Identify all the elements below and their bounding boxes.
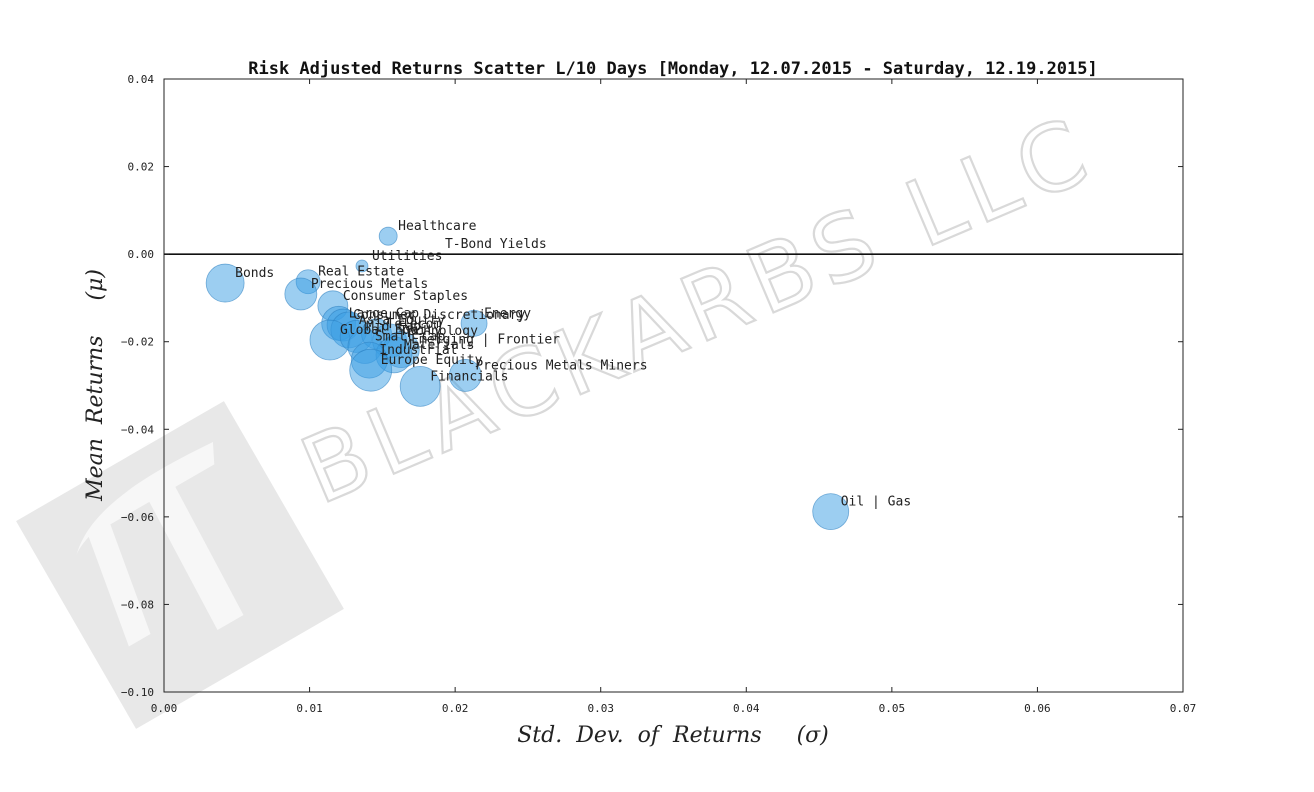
x-tick-label: 0.05 [879,702,906,715]
x-axis-label: Std. Dev. of Returns (σ) [517,723,829,748]
y-tick-label: −0.02 [121,336,154,349]
point-label: Mid Cap [366,319,421,334]
point-label: Healthcare [398,219,476,234]
point-label: Asia Equity [359,313,445,328]
point-label: Financials [430,369,508,384]
x-tick-label: 0.01 [296,702,323,715]
scatter-point [355,259,369,273]
chart-title: Risk Adjusted Returns Scatter L/10 Days … [248,59,1098,79]
scatter-point [448,359,482,392]
x-tick-label: 0.04 [733,702,760,715]
x-tick-label: 0.02 [442,702,469,715]
point-label: Precious Metals [311,277,428,292]
point-label: Large Cap [349,306,420,321]
y-axis-label: Mean Returns (μ) [83,269,108,502]
scatter-points [205,226,850,531]
scatter-point [399,365,441,407]
point-label: Global Equity [340,323,442,338]
point-label: Europe Equity [381,353,483,368]
scatter-point [378,226,398,246]
plot-area [163,78,1184,693]
point-label: Materials [404,338,474,353]
point-label: Small Cap [375,330,446,345]
y-tick-label: 0.00 [128,248,155,261]
y-tick-label: 0.04 [128,73,155,86]
y-tick-label: −0.04 [121,423,154,436]
point-label: Oil | Gas [841,495,911,510]
x-tick-label: 0.07 [1170,702,1197,715]
point-label: Industrial [379,343,457,358]
watermark-pi-logo [16,401,344,729]
point-label: Utilities [372,249,442,264]
scatter-point [284,277,318,311]
point-label: Energy [484,306,531,321]
y-tick-label: −0.06 [121,511,154,524]
point-label: Consumer Discretionary [353,308,525,323]
point-label: Consumer Staples [343,289,468,304]
point-label: Precious Metals Miners [475,358,647,373]
scatter-point [205,263,245,303]
scatter-point [349,348,393,392]
y-tick-label: −0.08 [121,598,154,611]
x-axis: 0.00 0.01 0.02 0.03 0.04 0.05 0.06 0.07 [151,79,1197,715]
y-tick-label: −0.10 [121,686,154,699]
point-label: T-Bond Yields [445,237,547,252]
scatter-point [460,309,488,337]
point-label: Real Estate [318,265,404,280]
y-axis: 0.04 0.02 0.00 −0.02 −0.04 −0.06 −0.08 −0.10 [121,73,1183,699]
scatter-point [812,493,850,531]
point-label: Emerging | Frontier [411,333,560,348]
y-tick-label: 0.02 [128,161,155,174]
x-tick-label: 0.03 [587,702,614,715]
x-tick-label: 0.00 [151,702,178,715]
point-label: Bonds [235,266,274,281]
x-tick-label: 0.06 [1024,702,1051,715]
point-label: Telecom [387,317,442,332]
point-label: Technology [400,324,478,339]
watermark: BLACKARBS LLC [16,95,1110,729]
